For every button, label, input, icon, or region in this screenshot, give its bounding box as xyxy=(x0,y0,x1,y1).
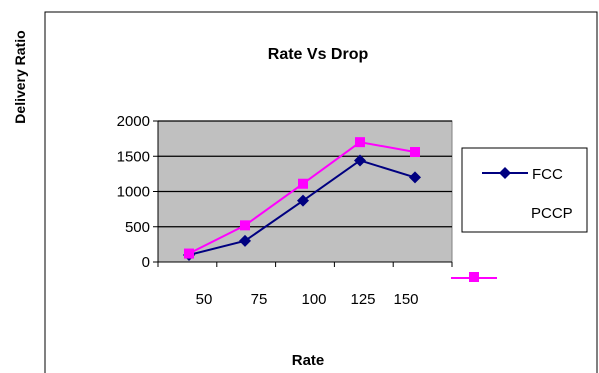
x-tick-label: 150 xyxy=(393,291,418,308)
x-tick-label: 125 xyxy=(350,291,375,308)
axes xyxy=(153,120,453,267)
series-markers xyxy=(183,137,421,261)
data-point-pccp xyxy=(184,248,194,259)
y-tick-labels: 0 500 1000 1500 2000 xyxy=(117,113,150,271)
y-tick-label: 1000 xyxy=(117,184,150,201)
data-point-fcc xyxy=(354,154,366,167)
x-tick-label: 50 xyxy=(196,291,213,308)
legend-box xyxy=(461,147,588,233)
x-tick-label: 100 xyxy=(301,291,326,308)
legend-marker-pccp xyxy=(469,272,479,282)
chart-title: Rate Vs Drop xyxy=(268,46,369,63)
x-tick-label: 75 xyxy=(251,291,268,308)
legend-marker-fcc xyxy=(499,167,511,179)
y-tick-label: 0 xyxy=(142,254,150,271)
legend-label-pccp: PCCP xyxy=(531,205,573,222)
y-tick-label: 2000 xyxy=(117,113,150,130)
data-point-pccp xyxy=(410,147,420,158)
data-point-pccp xyxy=(298,178,308,189)
y-tick-label: 1500 xyxy=(117,148,150,165)
data-point-fcc xyxy=(239,234,251,247)
grid-lines xyxy=(158,120,452,228)
legend-label-fcc: FCC xyxy=(532,166,563,183)
x-axis-label: Rate xyxy=(292,352,325,369)
data-point-fcc xyxy=(409,171,421,184)
y-tick-label: 500 xyxy=(125,219,150,236)
data-point-fcc xyxy=(297,194,309,207)
data-point-pccp xyxy=(355,137,365,148)
y-axis-label: Delivery Ratio xyxy=(12,30,28,123)
x-tick-labels: 50 75 100 125 150 xyxy=(196,291,419,308)
data-point-pccp xyxy=(240,220,250,231)
